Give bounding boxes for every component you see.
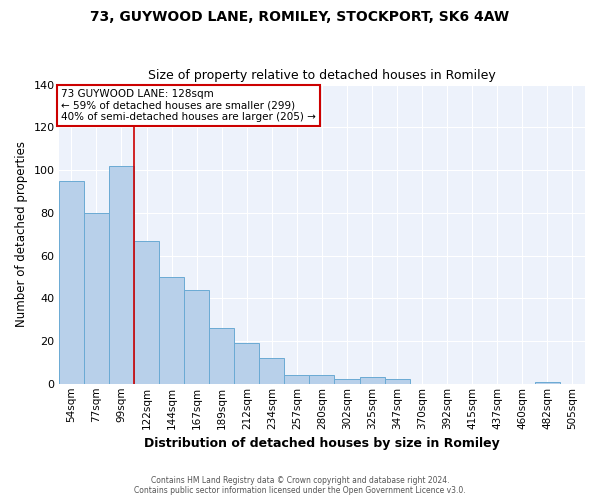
Title: Size of property relative to detached houses in Romiley: Size of property relative to detached ho…	[148, 69, 496, 82]
Bar	[109, 166, 134, 384]
Bar	[535, 382, 560, 384]
Bar	[234, 343, 259, 384]
Bar	[385, 380, 410, 384]
Text: 73, GUYWOOD LANE, ROMILEY, STOCKPORT, SK6 4AW: 73, GUYWOOD LANE, ROMILEY, STOCKPORT, SK…	[91, 10, 509, 24]
Bar	[59, 180, 84, 384]
Bar	[159, 277, 184, 384]
Bar	[359, 378, 385, 384]
X-axis label: Distribution of detached houses by size in Romiley: Distribution of detached houses by size …	[144, 437, 500, 450]
Bar	[310, 375, 334, 384]
Bar	[259, 358, 284, 384]
Bar	[84, 213, 109, 384]
Bar	[184, 290, 209, 384]
Bar	[334, 380, 359, 384]
Text: Contains HM Land Registry data © Crown copyright and database right 2024.
Contai: Contains HM Land Registry data © Crown c…	[134, 476, 466, 495]
Bar	[134, 240, 159, 384]
Text: 73 GUYWOOD LANE: 128sqm
← 59% of detached houses are smaller (299)
40% of semi-d: 73 GUYWOOD LANE: 128sqm ← 59% of detache…	[61, 89, 316, 122]
Bar	[209, 328, 234, 384]
Bar	[284, 375, 310, 384]
Y-axis label: Number of detached properties: Number of detached properties	[15, 141, 28, 327]
